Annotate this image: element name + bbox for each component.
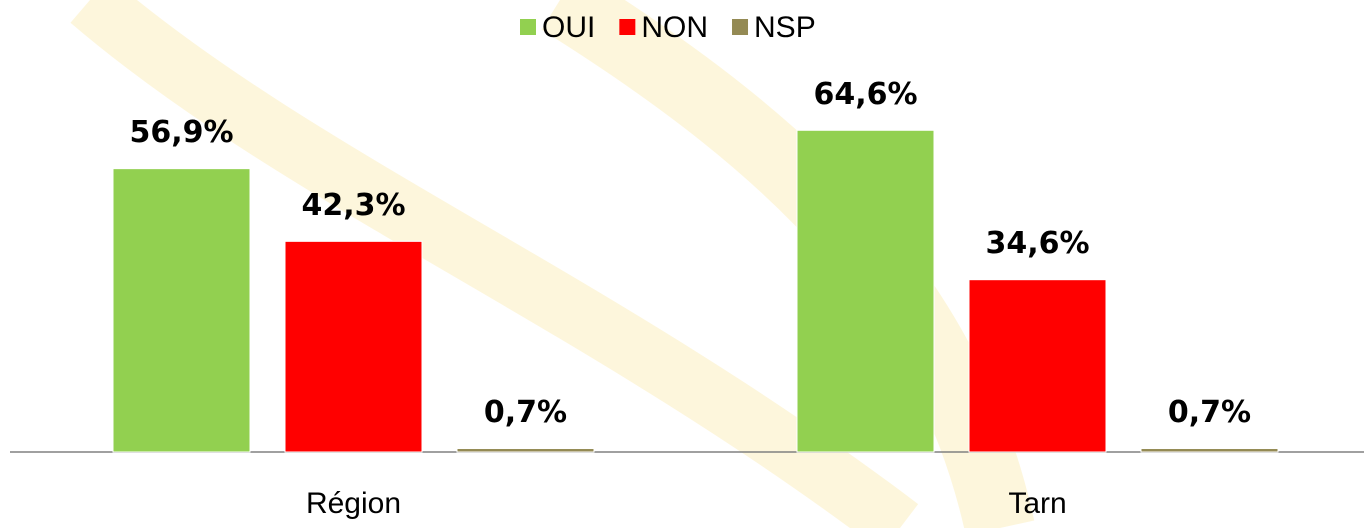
bar — [796, 129, 935, 453]
value-label: 42,3% — [301, 188, 405, 223]
value-label: 0,7% — [484, 395, 567, 430]
bar — [112, 168, 251, 453]
legend-label: NON — [641, 11, 708, 44]
bar — [284, 240, 423, 453]
legend-label: OUI — [542, 11, 595, 44]
bar — [1140, 448, 1279, 453]
bar — [456, 448, 595, 453]
bar — [968, 279, 1107, 453]
value-label: 0,7% — [1168, 395, 1251, 430]
legend-swatch — [520, 19, 536, 35]
legend-label: NSP — [754, 11, 816, 44]
legend-swatch — [619, 19, 636, 35]
value-label: 64,6% — [813, 77, 917, 112]
background-swirl — [70, 0, 919, 528]
value-label: 56,9% — [129, 115, 233, 150]
x-tick-label: Tarn — [1008, 487, 1066, 520]
value-label: 34,6% — [985, 226, 1089, 261]
legend-swatch — [732, 19, 749, 35]
x-tick-label: Région — [306, 487, 401, 520]
